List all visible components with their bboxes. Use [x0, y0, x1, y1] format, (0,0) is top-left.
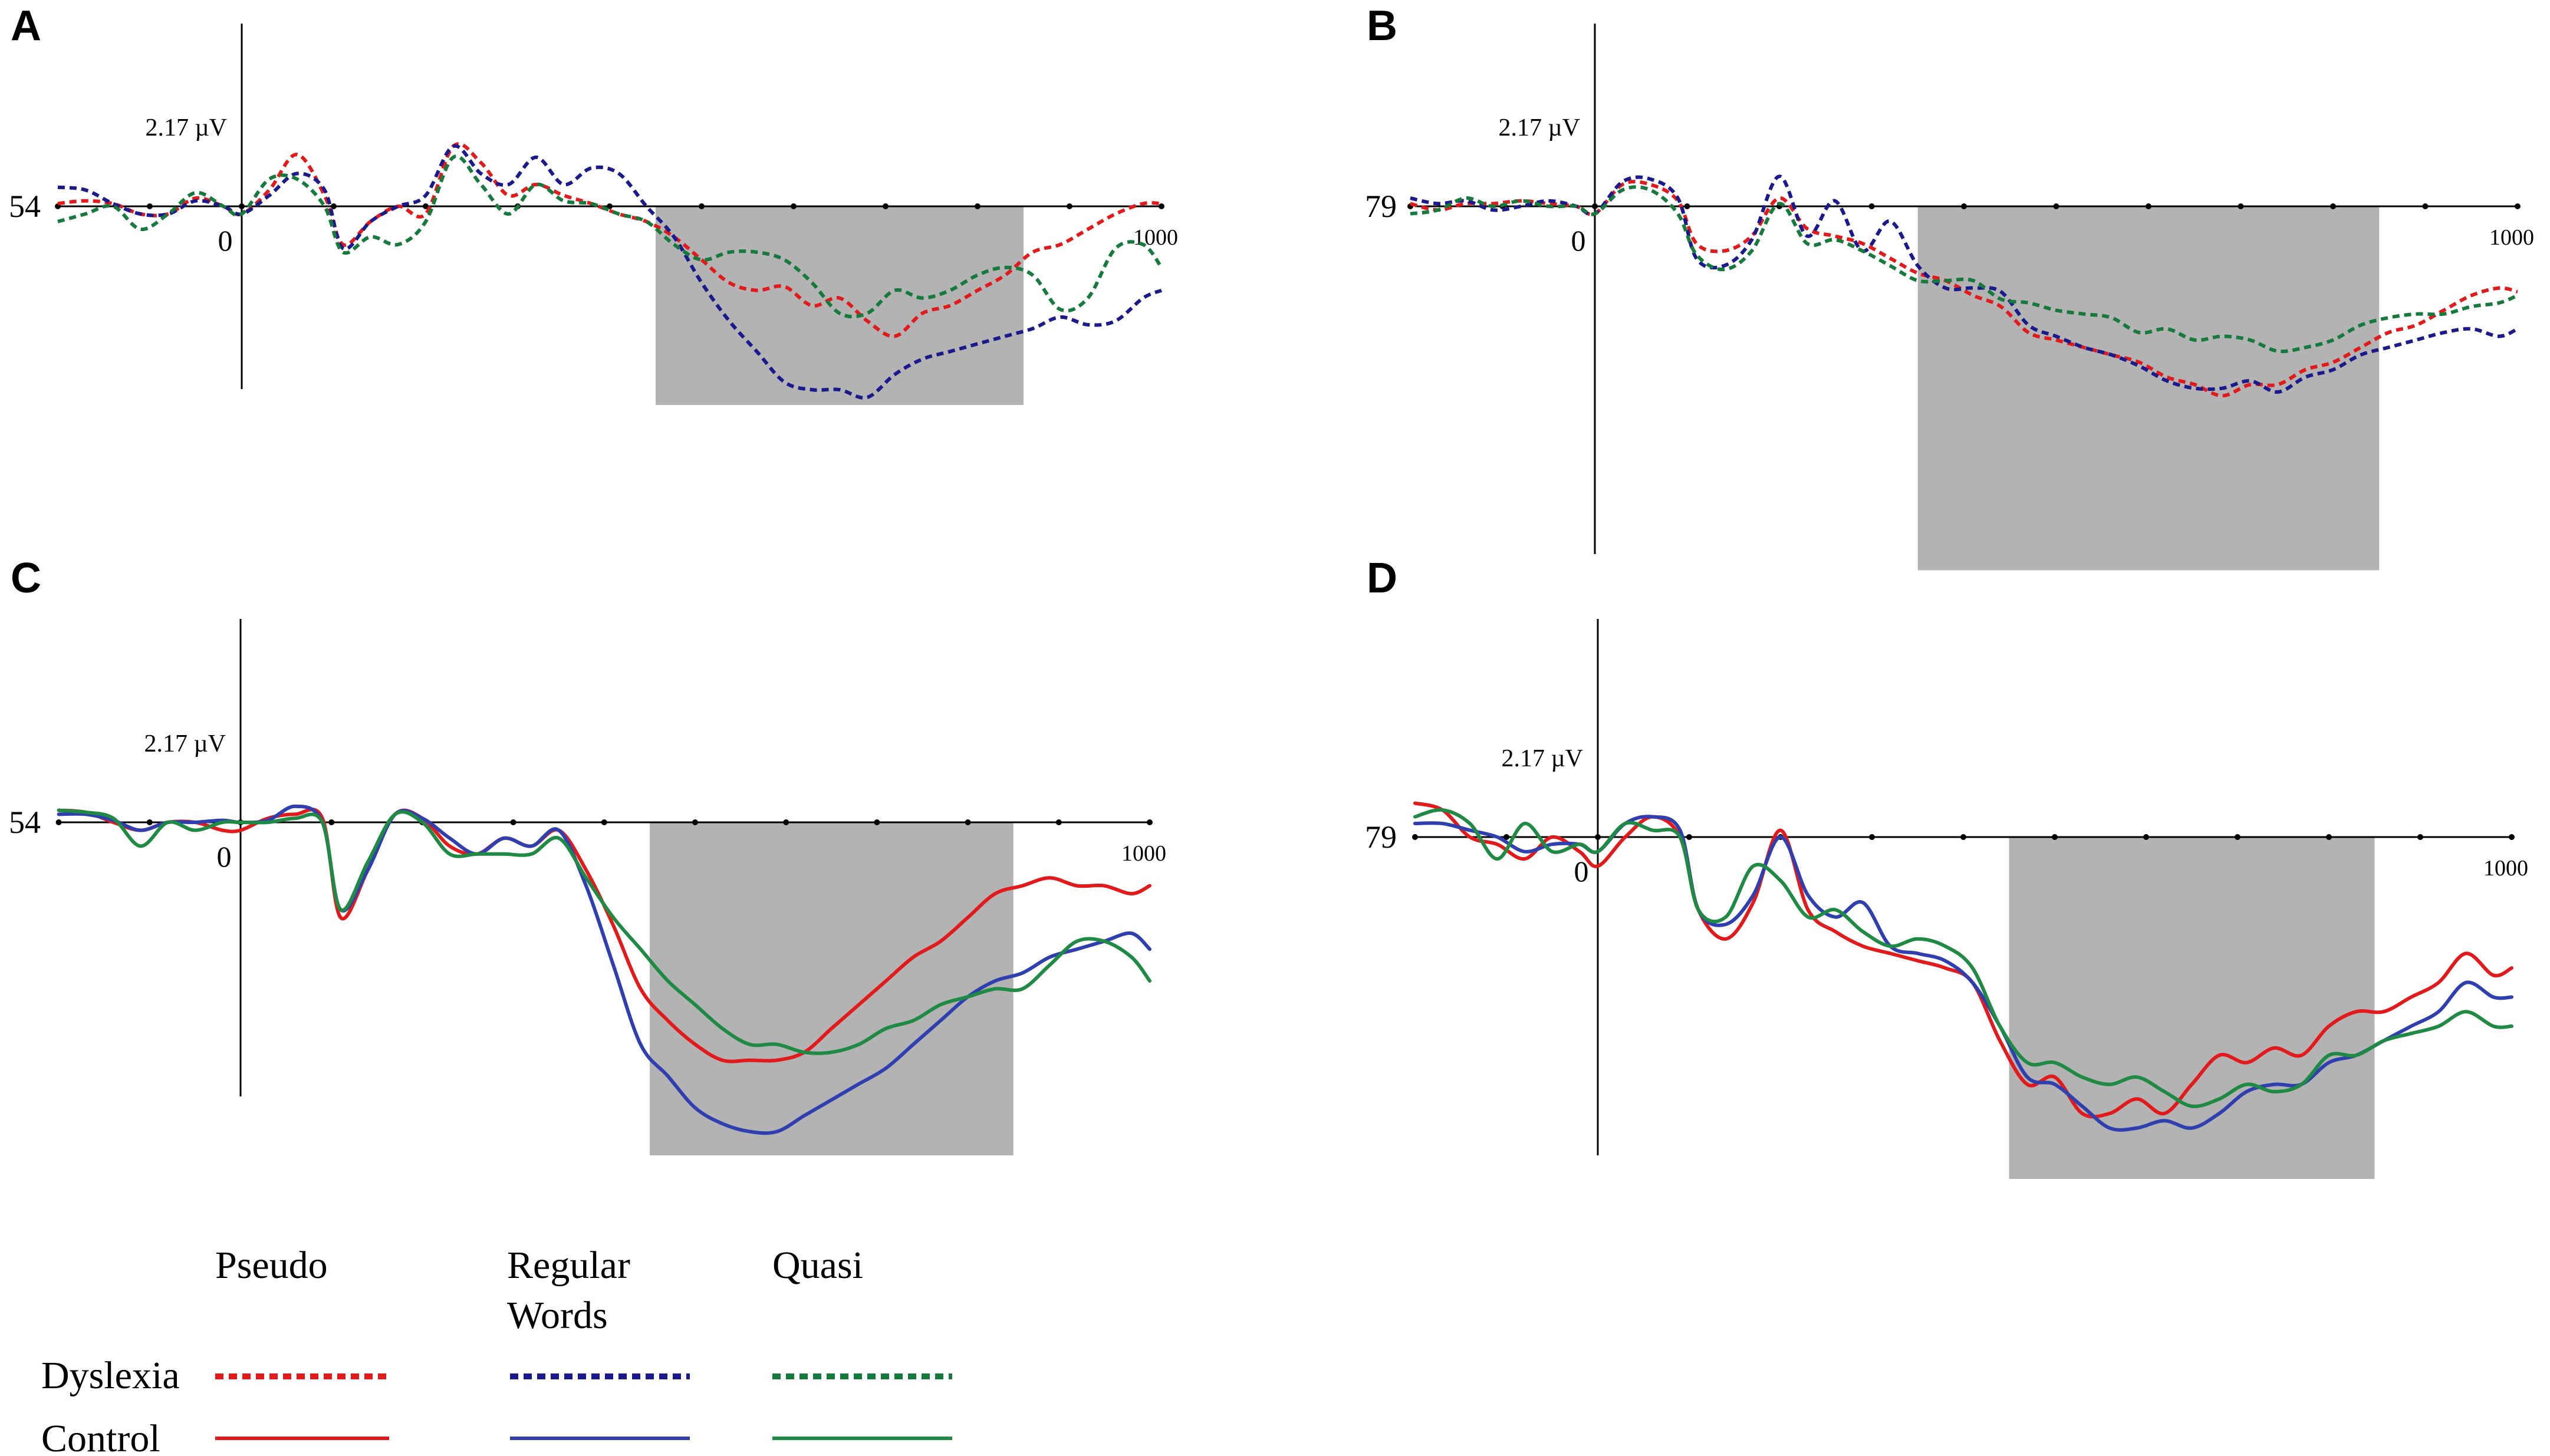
x-origin-label: 0 — [218, 224, 233, 257]
x-end-label: 1000 — [1133, 225, 1178, 250]
analysis-window — [2009, 837, 2375, 1179]
panel-c: C 54 2.17 µV 0 1000 — [9, 555, 1166, 1155]
x-tick — [2053, 203, 2059, 209]
legend-column-header: Pseudo — [215, 1244, 328, 1287]
x-tick — [2326, 834, 2332, 840]
analysis-window — [656, 206, 1024, 406]
x-tick — [2143, 834, 2149, 840]
x-tick — [1055, 819, 1062, 825]
x-tick — [1503, 834, 1509, 840]
x-tick — [1868, 203, 1875, 209]
x-tick — [975, 203, 980, 209]
x-tick — [2235, 834, 2240, 840]
series-quasi-line — [57, 154, 1163, 319]
panel-b: B 79 2.17 µV 0 1000 — [1365, 2, 2534, 571]
x-tick — [328, 819, 335, 825]
legend: Pseudo Regular Words Quasi Dyslexia Control — [41, 1244, 952, 1456]
x-tick — [2330, 203, 2336, 209]
panels: A 54 2.17 µV 0 1000 B 79 2.17 µV 0 1000 C 54 2.17 µV… — [9, 2, 2534, 1179]
x-tick — [1412, 834, 1418, 840]
x-tick — [146, 819, 153, 825]
x-tick — [239, 203, 245, 209]
series-pseudo-line — [57, 808, 1151, 1063]
legend-row-label: Control — [41, 1417, 160, 1456]
x-tick — [2515, 203, 2521, 209]
x-tick — [1159, 203, 1164, 209]
x-tick — [2238, 203, 2244, 209]
x-end-label: 1000 — [2489, 225, 2534, 250]
x-tick — [791, 203, 797, 209]
x-tick — [2052, 834, 2058, 840]
amplitude-label: 2.17 µV — [144, 730, 226, 757]
x-tick — [510, 819, 516, 825]
channel-label: 79 — [1365, 189, 1397, 224]
x-tick — [699, 203, 705, 209]
series-quasi-line — [57, 808, 1151, 1055]
x-tick — [1595, 834, 1601, 840]
amplitude-label: 2.17 µV — [1498, 114, 1580, 141]
x-tick — [147, 203, 153, 209]
x-end-label: 1000 — [1121, 841, 1166, 866]
x-tick — [2146, 203, 2151, 209]
panel-letter: B — [1367, 2, 1397, 50]
x-tick — [2509, 834, 2515, 840]
panel-letter: C — [11, 555, 41, 602]
x-tick — [1684, 203, 1690, 209]
x-tick — [1686, 834, 1692, 840]
x-tick — [607, 203, 613, 209]
x-tick — [2417, 834, 2423, 840]
x-tick — [1960, 834, 1966, 840]
analysis-window — [1917, 206, 2380, 571]
legend-column-header: Regular — [507, 1244, 630, 1287]
amplitude-label: 2.17 µV — [1501, 745, 1583, 772]
x-tick — [2422, 203, 2429, 209]
channel-label: 79 — [1365, 819, 1397, 855]
series-quasi-line — [1413, 808, 2513, 1108]
amplitude-label: 2.17 µV — [145, 114, 227, 141]
series-quasi-line — [1410, 185, 2519, 354]
x-tick — [1147, 819, 1153, 825]
x-end-label: 1000 — [2483, 856, 2528, 881]
series-pseudo-line — [1413, 801, 2513, 1119]
x-tick — [55, 819, 62, 825]
x-origin-label: 0 — [1571, 224, 1586, 257]
x-tick — [692, 819, 698, 825]
x-tick — [423, 203, 429, 209]
panel-letter: D — [1367, 555, 1397, 602]
x-tick — [1961, 203, 1967, 209]
x-tick — [331, 203, 337, 209]
series-regular-words-line — [57, 144, 1163, 400]
series-regular-words-line — [1410, 174, 2519, 394]
x-tick — [1869, 834, 1875, 840]
panel-a: A 54 2.17 µV 0 1000 — [9, 2, 1178, 406]
x-tick — [1592, 203, 1598, 209]
legend-row-label: Dyslexia — [41, 1354, 180, 1397]
x-tick — [601, 819, 607, 825]
panel-letter: A — [11, 2, 41, 50]
x-tick — [883, 203, 889, 209]
legend-column-header: Words — [507, 1294, 608, 1337]
channel-label: 54 — [9, 805, 41, 840]
analysis-window — [649, 822, 1014, 1155]
legend-column-header: Quasi — [772, 1244, 863, 1287]
x-origin-label: 0 — [217, 840, 232, 873]
x-tick — [965, 819, 971, 825]
x-tick — [783, 819, 789, 825]
x-tick — [874, 819, 880, 825]
channel-label: 54 — [9, 189, 41, 224]
x-tick — [1067, 203, 1072, 209]
